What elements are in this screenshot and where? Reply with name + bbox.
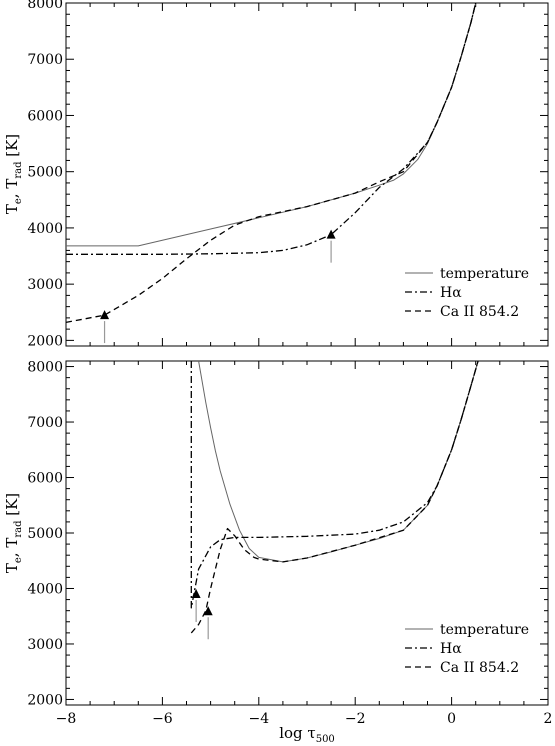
y-axis-label-top: Te, Trad [K] [3, 134, 24, 214]
x-tick-label: 0 [447, 711, 456, 727]
marker-triangle [191, 589, 201, 599]
markers-group-top [100, 229, 336, 344]
x-tick-label: 2 [544, 711, 553, 727]
marker-triangle [100, 310, 110, 320]
y-label-unit: [K] [3, 134, 21, 162]
axis-ticks-top: 2000 3000 4000 5000 6000 7000 8000 [27, 0, 549, 349]
series-group-bottom [190, 360, 479, 634]
plot-frame-top [65, 2, 549, 347]
y-tick-label: 6000 [27, 471, 63, 487]
plot-frame-bottom [65, 360, 549, 706]
marker-triangle [326, 229, 336, 239]
y-tick-label: 3000 [27, 277, 63, 293]
series-group-top [65, 2, 477, 324]
y-tick-label: 2000 [27, 333, 63, 349]
y-tick-label: 7000 [27, 415, 63, 431]
legend-label-temperature: temperature [440, 622, 529, 638]
y-label-unit: [K] [3, 493, 21, 521]
series-line-halpha [190, 360, 479, 609]
x-label-sub: 500 [316, 734, 335, 745]
series-line-ca-ii-854-2 [190, 360, 479, 634]
y-tick-label: 5000 [27, 165, 63, 181]
y-label-sub-e: e [13, 198, 24, 204]
series-line-temperature [66, 2, 477, 247]
y-label-t: T [3, 563, 21, 573]
y-tick-label: 6000 [27, 108, 63, 124]
marker-triangle [203, 606, 213, 616]
legend-label-halpha: Hα [440, 285, 462, 301]
x-tick-label: −4 [248, 711, 269, 727]
y-tick-label: 8000 [27, 360, 63, 376]
x-axis-label-bottom: log τ500 [279, 724, 335, 745]
series-line-ca-ii-854-2 [65, 2, 477, 324]
series-line-temperature [198, 360, 479, 563]
x-tick-label: −8 [56, 711, 77, 727]
panel-top: 2000 3000 4000 5000 6000 7000 8000 Te, Trad [K… [3, 0, 549, 349]
y-tick-label: 2000 [27, 692, 63, 708]
y-tick-label: 8000 [27, 0, 63, 12]
y-tick-label: 4000 [27, 221, 63, 237]
y-label-mid: , T [3, 179, 21, 199]
x-tick-label: −6 [152, 711, 173, 727]
y-label-sub-e: e [13, 557, 24, 563]
legend-bottom: temperature Hα Ca II 854.2 [405, 622, 529, 676]
y-tick-label: 5000 [27, 526, 63, 542]
x-tick-label: −2 [345, 711, 366, 727]
y-label-sub-rad: rad [13, 520, 24, 538]
legend-top: temperature Hα Ca II 854.2 [405, 266, 529, 320]
y-tick-label: 4000 [27, 581, 63, 597]
y-axis-label-bottom: Te, Trad [K] [3, 493, 24, 573]
legend-label-halpha: Hα [440, 641, 462, 657]
x-label-main: log τ [279, 724, 316, 742]
legend-label-caii: Ca II 854.2 [440, 660, 519, 676]
y-tick-label: 3000 [27, 637, 63, 653]
axis-ticks-bottom: −8 −6 −4 −2 0 2 2000 3000 4000 5000 6000 7000 8000 [27, 360, 552, 727]
y-label-sub-rad: rad [13, 161, 24, 179]
y-label-t: T [3, 204, 21, 214]
panel-bottom: −8 −6 −4 −2 0 2 2000 3000 4000 5000 6000 7000 8000 T… [3, 360, 552, 745]
series-line-halpha [66, 2, 477, 255]
y-tick-label: 7000 [27, 52, 63, 68]
legend-label-temperature: temperature [440, 266, 529, 282]
legend-label-caii: Ca II 854.2 [440, 304, 519, 320]
markers-group-bottom [191, 589, 213, 640]
y-label-mid: , T [3, 538, 21, 558]
